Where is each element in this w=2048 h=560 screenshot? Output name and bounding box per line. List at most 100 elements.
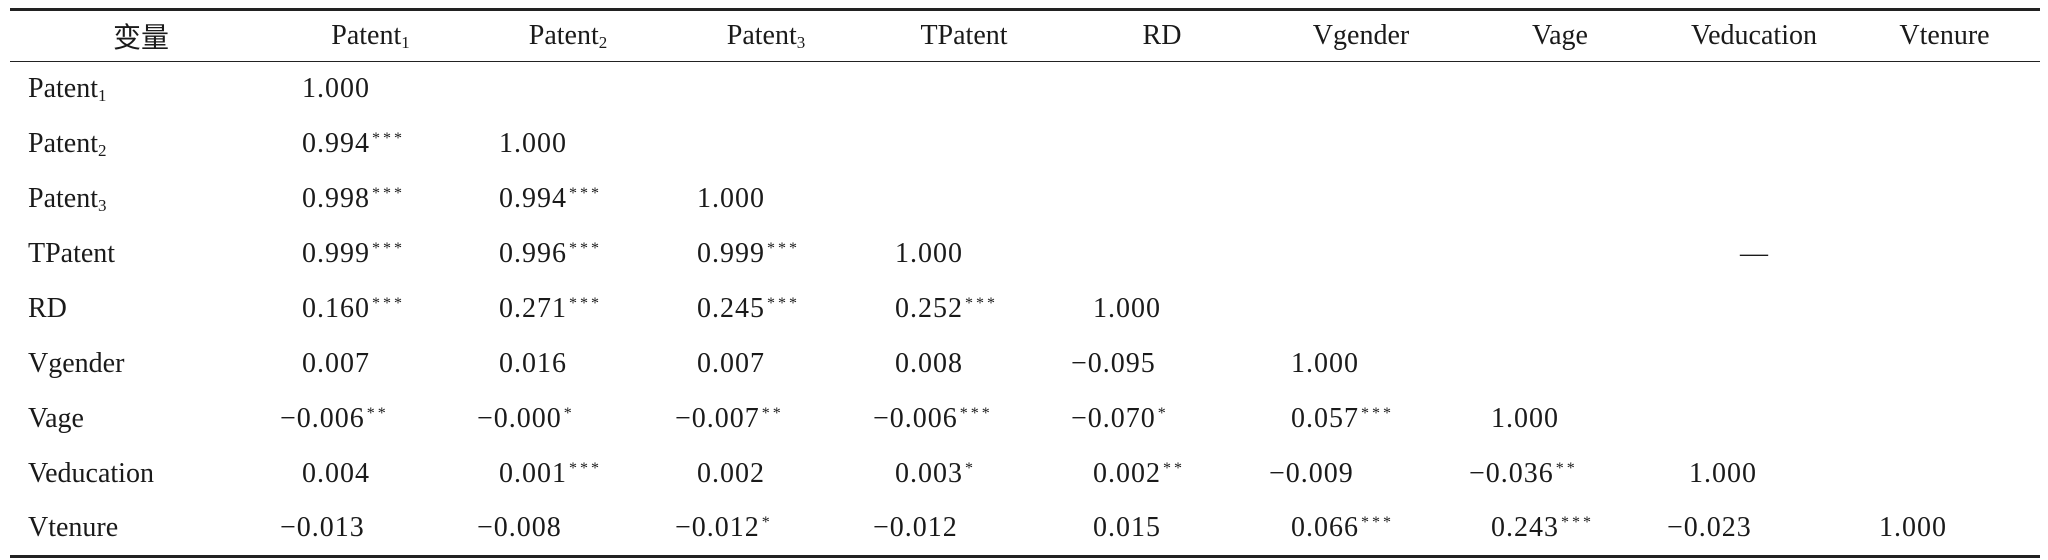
row-label: Patent2 — [10, 117, 272, 172]
table-cell — [1063, 172, 1261, 227]
table-cell — [1063, 227, 1261, 282]
table-cell: 0.001 *** — [469, 447, 667, 502]
table-cell — [1461, 337, 1659, 392]
cell-value: 0.999 — [302, 238, 370, 269]
significance-stars: *** — [569, 185, 602, 202]
table-cell: 0.996 *** — [469, 227, 667, 282]
table-cell — [667, 117, 865, 172]
table-cell — [865, 62, 1063, 117]
table-cell: 0.066 *** — [1261, 501, 1461, 558]
table-cell: 0.007 — [667, 337, 865, 392]
column-header-text: Patent — [331, 20, 402, 51]
table-cell — [1461, 172, 1659, 227]
column-header-text: Veducation — [1691, 20, 1817, 51]
row-label-text: Vtenure — [28, 512, 119, 544]
significance-stars: *** — [965, 295, 998, 312]
table-cell: 1.000 — [667, 172, 865, 227]
cell-value: 0.252 — [895, 293, 963, 324]
cell-value: 1.000 — [1879, 512, 1947, 544]
row-label-text: Vage — [28, 403, 84, 434]
table-row: Veducation 0.004 0.001 *** 0.002 0.003 * 0.002 *… — [10, 447, 2040, 502]
table-cell: 0.271 *** — [469, 282, 667, 337]
row-label-subscript: 2 — [98, 141, 107, 160]
table-cell: 1.000 — [1063, 282, 1261, 337]
table-cell — [1461, 117, 1659, 172]
cell-value: −0.012 — [873, 512, 958, 544]
cell-value: 0.271 — [499, 293, 567, 324]
table-cell: 0.002 — [667, 447, 865, 502]
table-cell — [1461, 282, 1659, 337]
column-header-text: Vtenure — [1899, 20, 1990, 51]
row-label-text: Patent — [28, 128, 98, 159]
table-cell — [469, 62, 667, 117]
table-cell: −0.006 ** — [272, 392, 469, 447]
cell-value: 0.002 — [697, 458, 765, 489]
cell-value: 0.160 — [302, 293, 370, 324]
table-cell — [1659, 117, 1849, 172]
table-row: Vtenure −0.013 −0.008 −0.012 * −0.012 0.015 0.0… — [10, 501, 2040, 558]
table-cell: 0.008 — [865, 337, 1063, 392]
cell-value: 0.057 — [1291, 403, 1359, 434]
significance-stars: *** — [372, 130, 405, 147]
column-header: Patent1 — [272, 8, 469, 62]
table-cell — [667, 62, 865, 117]
cell-value: 0.245 — [697, 293, 765, 324]
table-cell — [1659, 172, 1849, 227]
column-header-subscript: 1 — [401, 33, 410, 52]
cell-value: −0.012 — [675, 512, 760, 544]
table-cell: −0.095 — [1063, 337, 1261, 392]
table-cell — [1461, 227, 1659, 282]
table-body: Patent1 1.000 Patent2 0.994 *** 1.000 Patent3 0… — [10, 62, 2040, 558]
row-label-subscript: 1 — [98, 86, 107, 106]
column-header-text: TPatent — [920, 20, 1008, 51]
row-label: Veducation — [10, 447, 272, 502]
column-header-text: 变量 — [112, 23, 169, 54]
cell-value: 1.000 — [1491, 403, 1559, 434]
cell-value: 0.007 — [697, 348, 765, 379]
cell-value: −0.013 — [280, 512, 365, 544]
row-label: Vage — [10, 392, 272, 447]
table-row: RD 0.160 *** 0.271 *** 0.245 *** 0.252 *** 1.000 — [10, 282, 2040, 337]
cell-value: 0.007 — [302, 348, 370, 379]
table-cell — [1849, 117, 2040, 172]
table-cell: 0.007 — [272, 337, 469, 392]
significance-stars: * — [1157, 405, 1169, 422]
table-cell: −0.006 *** — [865, 392, 1063, 447]
table-cell: 0.002 ** — [1063, 447, 1261, 502]
row-label-text: Patent — [28, 73, 98, 105]
cell-value: 1.000 — [302, 73, 370, 105]
column-header-text: Patent — [528, 20, 599, 51]
table-cell: −0.013 — [272, 501, 469, 558]
significance-stars: * — [761, 514, 773, 532]
cell-value: 0.003 — [895, 458, 963, 489]
table-cell: −0.000 * — [469, 392, 667, 447]
table-cell: −0.023 — [1659, 501, 1849, 558]
cell-value: −0.007 — [675, 403, 760, 434]
column-header: Patent3 — [667, 8, 865, 62]
significance-stars: ** — [761, 405, 784, 422]
table-cell — [1849, 337, 2040, 392]
cell-value: 1.000 — [697, 183, 765, 214]
table-cell: 0.998 *** — [272, 172, 469, 227]
table-cell: 0.999 *** — [667, 227, 865, 282]
cell-value: 0.002 — [1093, 458, 1161, 489]
cell-value: 0.066 — [1291, 512, 1359, 544]
table-cell: −0.007 ** — [667, 392, 865, 447]
table-row: Patent2 0.994 *** 1.000 — [10, 117, 2040, 172]
significance-stars: *** — [767, 295, 800, 312]
significance-stars: ** — [1163, 460, 1185, 477]
table-cell — [1063, 117, 1261, 172]
row-label: Vgender — [10, 337, 272, 392]
column-header: Veducation — [1659, 8, 1849, 62]
cell-value: 0.008 — [895, 348, 963, 379]
table-cell — [1659, 62, 1849, 117]
table-cell — [1261, 117, 1461, 172]
table-cell — [1849, 392, 2040, 447]
cell-value: 1.000 — [895, 238, 963, 269]
table-cell: 0.245 *** — [667, 282, 865, 337]
cell-value: 0.243 — [1491, 512, 1559, 544]
table-cell — [1659, 337, 1849, 392]
table-cell — [1849, 172, 2040, 227]
table-cell: 0.004 — [272, 447, 469, 502]
significance-stars: *** — [1361, 514, 1394, 532]
